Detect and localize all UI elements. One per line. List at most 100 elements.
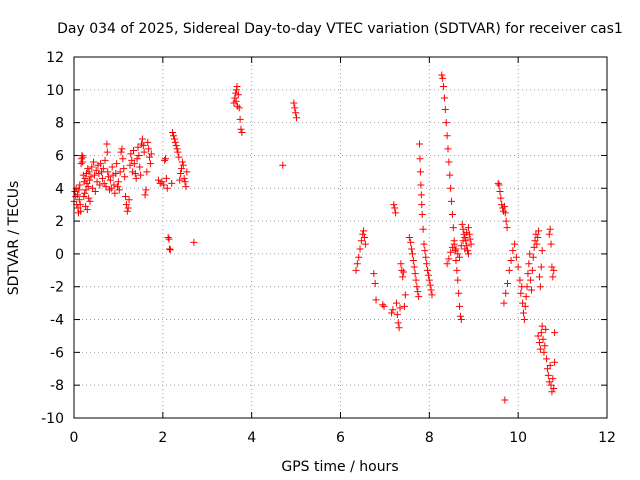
data-point [394,319,402,327]
data-point [546,225,554,233]
data-point [234,91,242,99]
data-point [137,171,145,179]
data-point [79,153,87,161]
data-point [523,283,531,291]
data-point [356,245,364,253]
data-point [536,345,544,353]
x-tick-label: 10 [509,430,527,446]
data-point [441,106,449,114]
data-point [233,102,241,110]
data-point [75,186,83,194]
data-point [106,186,114,194]
data-point [421,247,429,255]
data-point [103,148,111,156]
data-point [541,342,549,350]
data-point [520,316,528,324]
data-point [79,171,87,179]
data-point [142,186,150,194]
data-point [235,104,243,112]
data-point [547,240,555,248]
data-point [361,240,369,248]
data-point [357,237,365,245]
data-point [443,260,451,268]
data-point [535,227,543,235]
data-point [525,260,533,268]
data-point [452,256,460,264]
x-tick-label: 4 [247,430,256,446]
data-point [138,140,146,148]
data-point [388,309,396,317]
data-point [424,266,432,274]
x-tick-label: 12 [598,430,616,446]
data-point [458,220,466,228]
data-point [168,179,176,187]
data-point [391,204,399,212]
data-point [548,263,556,271]
data-point [183,168,191,176]
data-point [359,230,367,238]
data-point [400,302,408,310]
data-point [78,151,86,159]
data-point [75,196,83,204]
data-point [139,142,147,150]
data-point [169,132,177,140]
data-point [293,114,301,122]
data-point [550,384,558,392]
data-point [121,173,129,181]
data-point [130,147,138,155]
x-tick-label: 8 [425,430,434,446]
data-point [171,138,179,146]
data-point [379,301,387,309]
data-point [526,250,534,258]
data-point [500,299,508,307]
data-point [448,211,456,219]
data-point [461,234,469,241]
data-point [181,178,189,186]
data-point [537,263,545,271]
data-point [502,217,510,225]
data-point [292,109,300,117]
data-point [535,273,543,281]
data-point [447,184,455,192]
data-point [457,242,465,250]
data-point [164,234,172,241]
data-point [237,125,245,133]
tick-labels: 0 2 4 6 8 10 12 -10 -8 -6 -4 -2 0 2 4 6 8 10 12 [41,50,616,446]
data-point [144,138,152,146]
data-point [454,250,462,258]
data-point [179,161,187,169]
data-point [134,143,142,151]
data-point [445,158,453,166]
data-point [418,211,426,219]
data-point [409,256,417,264]
x-tick-label: 0 [70,430,79,446]
data-point [118,145,126,153]
data-point [509,247,517,255]
data-point [542,325,550,333]
y-tick-label: 0 [55,247,64,263]
y-tick-label: -4 [50,313,64,329]
x-axis-label: GPS time / hours [281,459,398,475]
data-point [126,161,134,169]
data-point [443,132,451,140]
data-point [372,296,380,304]
data-point [503,224,511,232]
data-point [438,71,446,79]
data-point [146,153,154,161]
data-point [122,192,130,200]
data-point [495,181,503,189]
data-point [500,207,508,215]
data-point [136,163,144,171]
data-point [422,253,430,261]
data-point [423,260,431,268]
data-point [416,140,424,148]
data-point [165,245,173,253]
data-point [85,194,93,202]
data-point [412,276,420,284]
data-point [103,140,111,148]
data-point [442,119,450,127]
data-point [178,158,186,166]
data-point [232,97,240,105]
data-point [536,283,544,291]
data-point [550,266,558,274]
